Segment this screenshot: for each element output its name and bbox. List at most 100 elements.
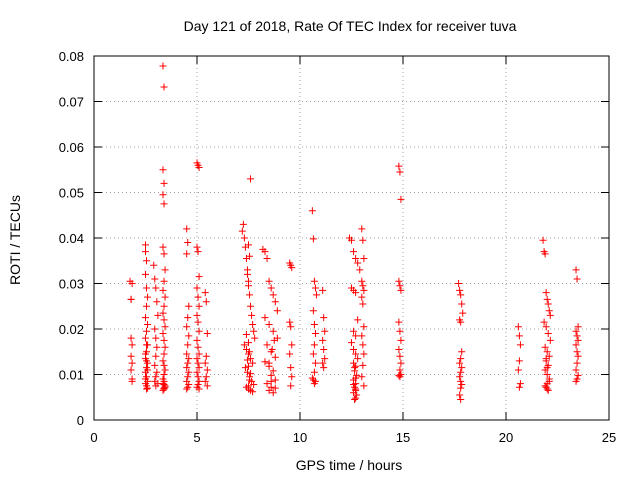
data-point: [352, 385, 360, 393]
data-point: [152, 352, 160, 360]
data-point: [572, 377, 580, 385]
data-point: [516, 380, 524, 388]
data-point: [195, 364, 203, 372]
data-point: [541, 382, 549, 390]
data-point: [350, 327, 358, 335]
data-point: [574, 323, 582, 331]
data-point: [265, 277, 273, 285]
data-point: [456, 373, 464, 381]
data-point: [263, 380, 271, 388]
data-point: [143, 341, 151, 349]
data-point: [455, 280, 463, 287]
data-point: [152, 334, 160, 342]
data-point: [194, 359, 202, 367]
data-point: [202, 373, 210, 381]
data-point: [245, 277, 252, 285]
data-point: [543, 364, 551, 372]
y-axis-label: ROTI / TECUs: [7, 195, 23, 285]
data-point: [249, 388, 257, 396]
data-point: [543, 348, 551, 356]
data-point: [514, 323, 522, 331]
data-point: [144, 384, 152, 392]
data-point: [159, 62, 167, 70]
data-point: [516, 341, 524, 349]
data-point: [309, 350, 317, 358]
data-point: [457, 368, 465, 376]
data-point: [193, 355, 201, 363]
data-point: [160, 316, 168, 324]
data-point: [395, 162, 403, 170]
data-point: [194, 343, 202, 351]
data-point: [320, 345, 328, 353]
data-point: [354, 316, 362, 324]
data-point: [350, 248, 358, 256]
data-point: [320, 364, 328, 372]
data-point: [240, 341, 248, 349]
data-point: [396, 366, 404, 374]
data-point: [151, 361, 159, 369]
data-point: [395, 277, 403, 285]
data-point: [269, 367, 277, 375]
data-point: [193, 284, 201, 292]
data-point: [154, 311, 162, 319]
data-point: [351, 396, 359, 404]
data-point: [143, 357, 151, 365]
x-tick-label: 5: [193, 430, 200, 445]
data-point: [354, 355, 362, 363]
data-point: [269, 389, 277, 397]
data-point: [397, 336, 405, 344]
data-point: [545, 307, 553, 315]
y-tick-label: 0.05: [59, 186, 84, 201]
data-point: [514, 366, 522, 374]
data-point: [160, 336, 168, 344]
data-point: [267, 284, 275, 292]
data-point: [142, 241, 149, 249]
data-point: [183, 350, 191, 358]
data-point: [265, 386, 273, 394]
data-point: [360, 323, 368, 331]
data-point: [358, 277, 366, 285]
data-point: [160, 200, 168, 208]
y-tick-label: 0.02: [59, 322, 84, 337]
data-point: [143, 327, 151, 335]
data-point: [144, 320, 152, 328]
data-point: [242, 330, 250, 338]
data-point: [184, 314, 192, 322]
data-point: [515, 332, 523, 340]
data-point: [396, 352, 404, 360]
data-point: [458, 300, 466, 308]
data-point: [359, 300, 367, 308]
data-point: [572, 341, 580, 349]
data-point: [249, 359, 257, 367]
data-point: [288, 264, 296, 272]
data-point: [458, 348, 466, 356]
data-point: [319, 336, 327, 344]
data-point: [395, 345, 403, 353]
data-point: [142, 314, 149, 322]
y-tick-label: 0.08: [59, 49, 84, 64]
data-point: [352, 350, 360, 358]
data-point: [250, 327, 258, 335]
data-point: [143, 284, 151, 292]
data-point: [352, 332, 360, 340]
data-point: [515, 357, 523, 365]
data-point: [160, 302, 168, 310]
data-point: [288, 373, 296, 381]
data-point: [246, 348, 254, 356]
data-point: [194, 373, 202, 381]
data-point: [543, 295, 551, 303]
data-point: [456, 391, 464, 399]
data-point: [143, 302, 151, 310]
x-tick-label: 20: [499, 430, 513, 445]
data-point: [195, 350, 203, 358]
data-point: [312, 291, 320, 299]
data-point: [351, 364, 359, 372]
data-point: [160, 350, 168, 358]
data-point: [458, 381, 466, 389]
data-point: [160, 277, 168, 285]
data-point: [286, 318, 294, 326]
data-point: [153, 368, 161, 376]
data-point: [321, 327, 329, 335]
data-point: [193, 311, 201, 319]
data-point: [263, 341, 271, 349]
